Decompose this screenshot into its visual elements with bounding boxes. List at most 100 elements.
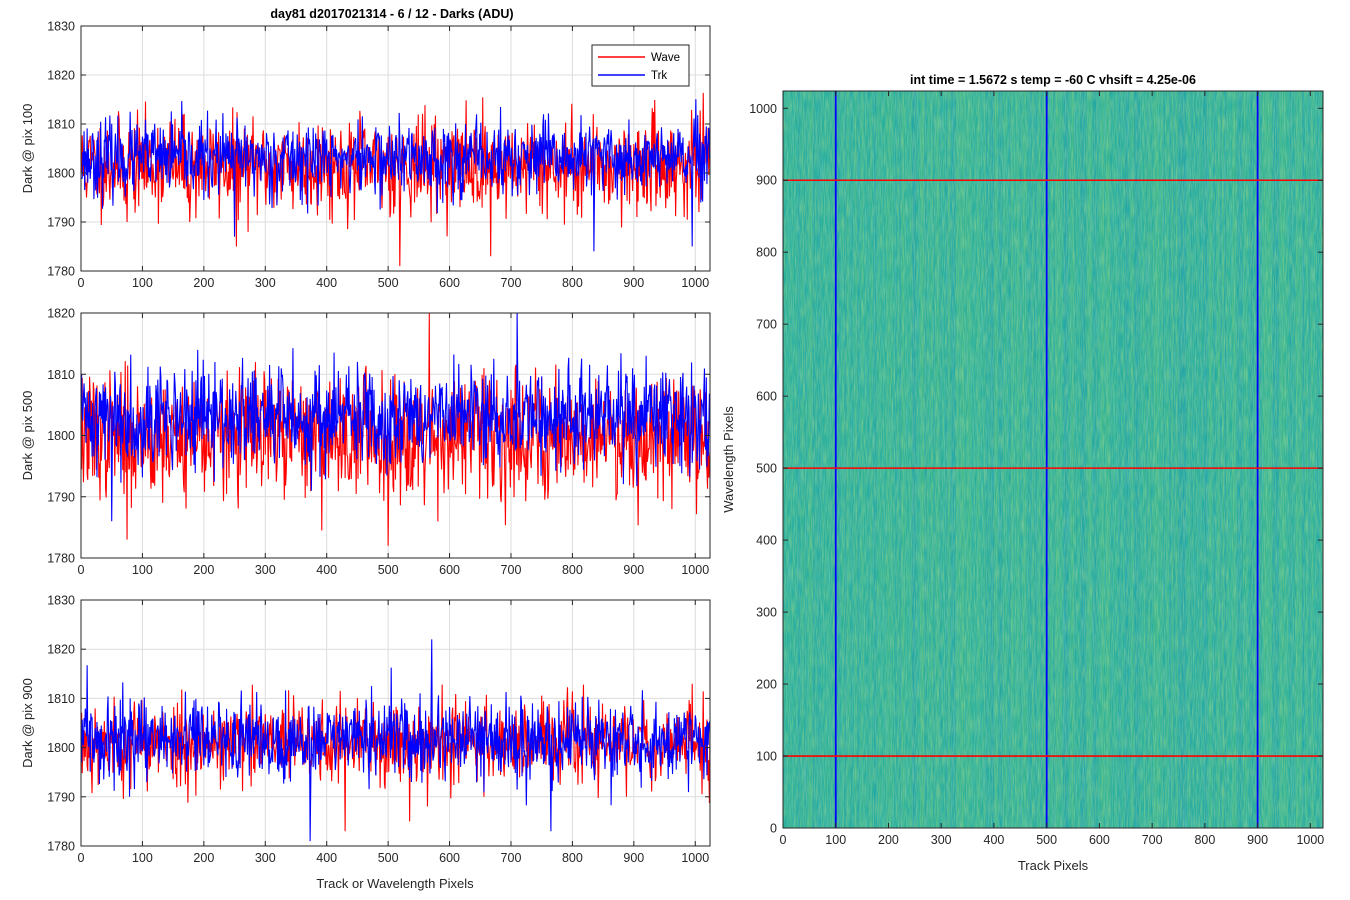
x-tick-label: 700 [501, 276, 522, 290]
image-title: int time = 1.5672 s temp = -60 C vhsift … [910, 73, 1196, 87]
heatmap-image [783, 91, 1323, 828]
y-axis-label: Wavelength Pixels [721, 406, 736, 513]
axes-box [80, 25, 711, 272]
legend-label-wave: Wave [651, 52, 680, 64]
y-tick-label: 1820 [47, 643, 75, 657]
marker-lines [783, 91, 1323, 828]
x-tick-label: 400 [316, 276, 337, 290]
x-tick-label: 500 [1036, 833, 1057, 847]
x-tick-label: 100 [132, 276, 153, 290]
x-tick-label: 700 [1142, 833, 1163, 847]
series-line-trk [81, 313, 710, 522]
y-tick-label: 1810 [47, 692, 75, 706]
x-tick-label: 1000 [681, 851, 709, 865]
series-line-trk [81, 639, 710, 842]
panel-dark-pix-500: 0 100 200 300 400 500 600 700 800 900 1000 1780 1790… [20, 307, 711, 577]
y-tick-label: 1820 [47, 69, 75, 83]
series-group [81, 92, 710, 267]
y-tick-label: 100 [756, 750, 777, 764]
panel-dark-pix-900: 0 100 200 300 400 500 600 700 800 900 1000 1780 1790… [20, 594, 711, 891]
x-tick-label: 800 [562, 851, 583, 865]
y-tick-label: 1780 [47, 840, 75, 854]
x-tick-label: 300 [255, 851, 276, 865]
x-tick-label: 100 [132, 563, 153, 577]
y-tick-label: 0 [770, 822, 777, 836]
series-line-wave [81, 92, 710, 267]
y-tick-label: 800 [756, 246, 777, 260]
y-tick-label: 1830 [47, 20, 75, 34]
y-tick-label: 300 [756, 606, 777, 620]
tick-labels: 0 100 200 300 400 500 600 700 800 900 1000 1780 1790… [47, 594, 710, 865]
y-tick-label: 1000 [749, 102, 777, 116]
x-tick-label: 800 [562, 276, 583, 290]
series-group [81, 639, 710, 842]
y-tick-label: 900 [756, 174, 777, 188]
y-tick-label: 200 [756, 678, 777, 692]
legend-label-trk: Trk [651, 70, 667, 82]
x-tick-label: 100 [825, 833, 846, 847]
x-tick-label: 300 [255, 563, 276, 577]
y-tick-label: 1790 [47, 216, 75, 230]
x-tick-label: 800 [1194, 833, 1215, 847]
y-tick-label: 1800 [47, 429, 75, 443]
axes-box [80, 599, 711, 847]
x-tick-label: 1000 [1296, 833, 1324, 847]
y-tick-label: 400 [756, 534, 777, 548]
x-tick-label: 300 [255, 276, 276, 290]
x-tick-label: 0 [78, 563, 85, 577]
x-tick-label: 0 [78, 276, 85, 290]
panel-dark-image: int time = 1.5672 s temp = -60 C vhsift … [721, 73, 1324, 873]
x-tick-label: 500 [378, 276, 399, 290]
y-tick-label: 500 [756, 462, 777, 476]
series-line-trk [81, 99, 710, 252]
x-tick-label: 500 [378, 563, 399, 577]
x-tick-label: 200 [193, 563, 214, 577]
y-tick-label: 1800 [47, 167, 75, 181]
x-tick-label: 700 [501, 851, 522, 865]
x-tick-label: 600 [439, 563, 460, 577]
x-tick-label: 600 [1089, 833, 1110, 847]
x-tick-label: 900 [623, 851, 644, 865]
x-axis-label: Track or Wavelength Pixels [316, 876, 474, 891]
x-tick-label: 900 [623, 563, 644, 577]
x-tick-label: 700 [501, 563, 522, 577]
y-tick-label: 1810 [47, 368, 75, 382]
x-tick-label: 100 [132, 851, 153, 865]
x-tick-label: 300 [931, 833, 952, 847]
legend: Wave Trk [591, 44, 690, 87]
y-tick-label: 1800 [47, 741, 75, 755]
x-tick-label: 1000 [681, 276, 709, 290]
x-tick-label: 400 [316, 563, 337, 577]
y-tick-label: 1790 [47, 490, 75, 504]
x-tick-label: 500 [378, 851, 399, 865]
heatmap-noise-dark [783, 91, 1323, 828]
x-axis-label: Track Pixels [1018, 858, 1089, 873]
tick-labels: 0 100 200 300 400 500 600 700 800 900 1000 0 100 200 3… [749, 91, 1324, 847]
figure-title: day81 d2017021314 - 6 / 12 - Darks (ADU) [270, 7, 513, 21]
x-tick-label: 600 [439, 851, 460, 865]
y-tick-label: 1820 [47, 307, 75, 321]
x-tick-label: 1000 [681, 563, 709, 577]
series-group [81, 313, 710, 546]
y-tick-label: 1830 [47, 594, 75, 608]
x-tick-label: 800 [562, 563, 583, 577]
y-axis-label: Dark @ pix 900 [20, 678, 35, 768]
y-axis-label: Dark @ pix 500 [20, 391, 35, 481]
x-tick-label: 200 [193, 276, 214, 290]
y-tick-label: 1780 [47, 265, 75, 279]
tick-labels: 0 100 200 300 400 500 600 700 800 900 1000 1780 1790… [47, 307, 710, 577]
y-tick-label: 1810 [47, 118, 75, 132]
x-tick-label: 0 [780, 833, 787, 847]
y-tick-label: 1790 [47, 790, 75, 804]
legend-box [591, 44, 690, 87]
x-tick-label: 900 [1247, 833, 1268, 847]
y-tick-label: 700 [756, 318, 777, 332]
x-tick-label: 400 [984, 833, 1005, 847]
x-tick-label: 600 [439, 276, 460, 290]
y-tick-label: 1780 [47, 552, 75, 566]
y-tick-label: 600 [756, 390, 777, 404]
x-tick-label: 200 [193, 851, 214, 865]
x-tick-label: 200 [878, 833, 899, 847]
axes-box [782, 90, 1324, 829]
